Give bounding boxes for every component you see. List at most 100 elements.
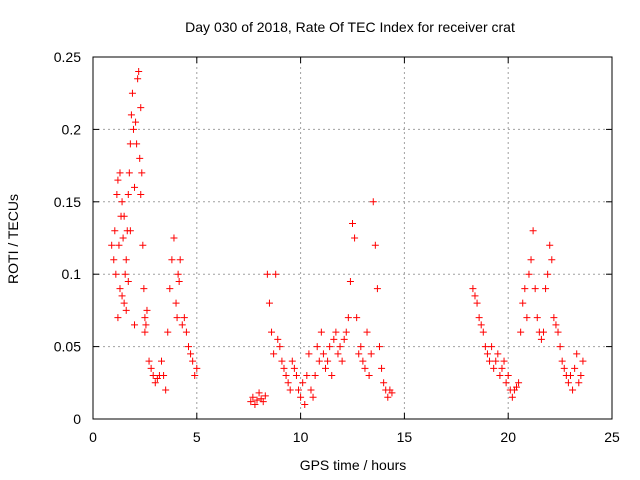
data-point: [110, 256, 118, 264]
axis-ticks: 0 5 10 15 20 25 0 0.05 0.1 0.15 0.2 0.25: [54, 49, 620, 445]
data-point: [332, 328, 340, 336]
data-point: [550, 314, 558, 322]
data-point: [143, 306, 151, 314]
data-point: [554, 328, 562, 336]
data-points: [108, 67, 587, 409]
data-point: [324, 357, 332, 365]
data-point: [168, 256, 176, 264]
data-point: [274, 335, 282, 343]
data-point: [537, 335, 545, 343]
data-point: [112, 270, 120, 278]
y-tick-label: 0.05: [54, 339, 81, 355]
data-point: [116, 285, 124, 293]
data-point: [373, 285, 381, 293]
data-point: [132, 118, 140, 126]
y-tick-label: 0.2: [62, 121, 82, 137]
data-point: [519, 299, 527, 307]
y-axis-label: ROTI / TECUs: [5, 194, 21, 284]
data-point: [129, 125, 137, 133]
data-point: [344, 314, 352, 322]
data-point: [178, 321, 186, 329]
data-point: [483, 350, 491, 358]
data-point: [340, 335, 348, 343]
data-point: [170, 234, 178, 242]
data-point: [504, 372, 512, 380]
data-point: [184, 343, 192, 351]
y-tick-label: 0.15: [54, 194, 81, 210]
data-point: [182, 328, 190, 336]
data-point: [139, 241, 147, 249]
data-point: [363, 328, 371, 336]
data-point: [164, 328, 172, 336]
data-point: [114, 314, 122, 322]
data-point: [575, 379, 583, 387]
data-point: [288, 357, 296, 365]
data-point: [498, 364, 506, 372]
data-point: [473, 299, 481, 307]
data-point: [166, 285, 174, 293]
data-point: [496, 372, 504, 380]
data-point: [571, 364, 579, 372]
data-point: [299, 379, 307, 387]
data-point: [247, 398, 255, 406]
data-point: [180, 314, 188, 322]
data-point: [564, 379, 572, 387]
y-tick-label: 0: [73, 411, 81, 427]
data-point: [326, 343, 334, 351]
data-point: [307, 386, 315, 394]
data-point: [309, 393, 317, 401]
data-point: [355, 350, 363, 358]
data-point: [124, 191, 132, 199]
data-point: [378, 364, 386, 372]
data-point: [338, 357, 346, 365]
data-point: [115, 241, 123, 249]
data-point: [488, 343, 496, 351]
data-point: [270, 350, 278, 358]
data-point: [317, 328, 325, 336]
data-point: [531, 285, 539, 293]
data-point: [173, 314, 181, 322]
data-point: [544, 270, 552, 278]
data-point: [490, 364, 498, 372]
data-point: [569, 386, 577, 394]
data-point: [508, 393, 516, 401]
data-point: [276, 343, 284, 351]
plot-frame: [92, 56, 613, 420]
data-point: [116, 169, 124, 177]
data-point: [334, 350, 342, 358]
data-point: [162, 386, 170, 394]
data-point: [492, 357, 500, 365]
data-point: [521, 285, 529, 293]
data-point: [191, 372, 199, 380]
data-point: [172, 299, 180, 307]
data-point: [118, 292, 126, 300]
data-point: [330, 335, 338, 343]
data-point: [479, 328, 487, 336]
data-point: [322, 364, 330, 372]
x-tick-label: 20: [500, 429, 516, 445]
data-point: [147, 364, 155, 372]
data-point: [119, 234, 127, 242]
data-point: [361, 364, 369, 372]
data-point: [108, 241, 116, 249]
data-point: [533, 314, 541, 322]
data-point: [261, 392, 269, 400]
data-point: [255, 389, 263, 397]
data-point: [189, 357, 197, 365]
data-point: [121, 270, 129, 278]
y-tick-label: 0.25: [54, 49, 81, 65]
data-point: [128, 89, 136, 97]
data-point: [311, 372, 319, 380]
data-point: [579, 357, 587, 365]
data-point: [297, 393, 305, 401]
data-point: [527, 256, 535, 264]
data-point: [290, 364, 298, 372]
data-point: [481, 343, 489, 351]
data-point: [556, 343, 564, 351]
data-point: [471, 292, 479, 300]
data-point: [284, 379, 292, 387]
x-axis-label: GPS time / hours: [300, 457, 407, 473]
data-point: [149, 372, 157, 380]
data-point: [145, 357, 153, 365]
